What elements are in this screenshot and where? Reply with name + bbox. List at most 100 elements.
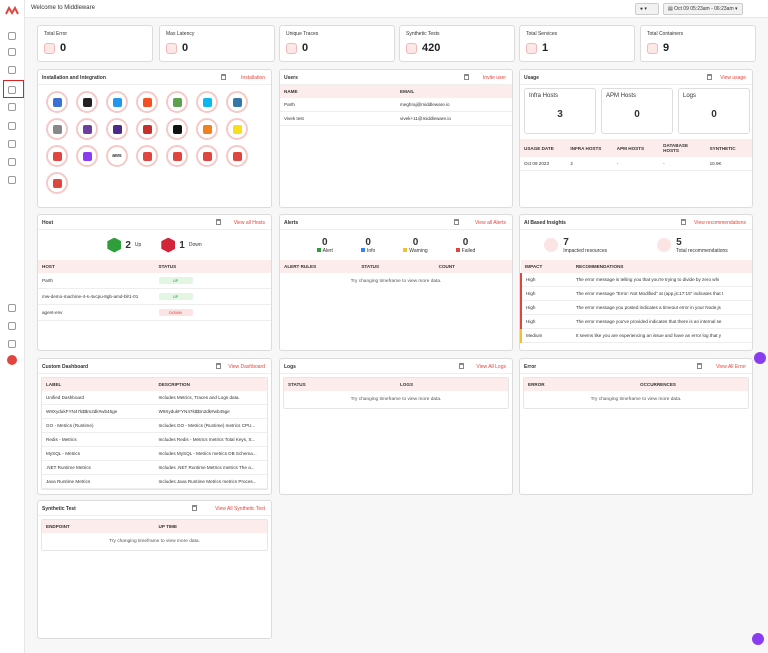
delete-icon[interactable] [707,74,712,80]
stat-value: 420 [422,42,441,54]
data-table: ALERT RULES STATUS COUNT [280,260,512,273]
delete-icon[interactable] [220,74,226,80]
user-avatar[interactable] [7,355,17,365]
nav-icon[interactable] [8,86,16,94]
panel-link[interactable]: Invite user [482,75,506,81]
usage-value: 0 [711,109,717,120]
table-header: ERROR OCCURRENCES [524,378,748,391]
chat-bubble[interactable] [754,352,766,364]
nav-icon[interactable] [8,322,16,330]
nav-icon[interactable] [8,32,16,40]
panel-link[interactable]: View All Logs [476,364,506,370]
integration-icon[interactable] [196,118,218,140]
nav-icon[interactable] [8,66,16,74]
integration-icon[interactable] [136,118,158,140]
nav-icon[interactable] [8,176,16,184]
nav-icon[interactable] [8,340,16,348]
table-row: W9XydukFYN47k$$m2dk#wb45ge W9XydukFYN47k$… [42,404,267,419]
alert-count: 0 [412,236,419,248]
integration-icon[interactable] [46,91,68,113]
table-cell: Oct 09 2023 [520,157,567,171]
table-row: .NET Runtime Metrics Includes .NET Runtim… [42,460,267,475]
nav-icon[interactable] [8,122,16,130]
nav-icon[interactable] [8,48,16,56]
integration-icon[interactable] [46,118,68,140]
alert-label: Info [366,247,376,254]
integration-icon[interactable] [196,145,218,167]
integration-icon[interactable] [166,91,188,113]
panel-link[interactable]: View All Error [716,364,746,370]
integration-icon[interactable]: aws [106,145,128,167]
panel-link[interactable]: Installation [241,75,265,81]
integration-icon[interactable] [76,145,98,167]
logs-panel: Logs View All Logs STATUS LOGS Try changing … [279,358,513,495]
column-header: ALERT RULES [280,260,358,273]
icon-glyph [172,151,182,161]
nav-icon[interactable] [8,140,16,148]
delete-icon[interactable] [215,219,221,225]
delete-icon[interactable] [459,363,465,369]
table-cell: Includes Metrics, Traces and Logs data. [154,391,267,405]
insight-text: 5 Total recommendations [676,237,728,254]
nav-icon[interactable] [8,304,16,312]
usage-box: APM Hosts 0 [601,88,673,134]
insight-icon [657,238,672,252]
data-table: LABEL DESCRIPTION Unified Dashboard Include… [42,378,267,489]
icon-glyph [202,151,212,161]
integration-icon[interactable] [136,145,158,167]
host-summary: 2 Up 1 Down [38,230,271,260]
integration-icon[interactable] [166,145,188,167]
alerts-panel: Alerts View all Alerts 0 Alert 0 Info 0 Warning… [279,214,513,351]
table-wrap: ENDPOINT UP TIME Try changing timeframe to… [41,519,268,551]
date-text: Oct 09 05:23am - 06:23am [674,6,734,12]
panel-title: Usage [524,75,540,81]
panel-link[interactable]: View recommendations [694,220,746,226]
panel-link[interactable]: View all Alerts [474,220,506,226]
delete-icon[interactable] [454,219,459,225]
table-row: High The error message is telling you tha… [520,273,752,287]
delete-icon[interactable] [681,219,686,225]
integration-icon[interactable] [226,145,248,167]
integration-icon[interactable] [76,91,98,113]
icon-glyph [52,178,62,188]
icon-glyph [172,124,182,134]
help-button[interactable]: ● ▾ [635,3,659,15]
delete-icon[interactable] [192,505,198,511]
table-header: IMPACT RECOMMENDATIONS [521,260,752,273]
integration-icon[interactable] [166,118,188,140]
chat-bubble[interactable] [752,633,764,645]
nav-icon[interactable] [8,158,16,166]
panel-link[interactable]: View usage [720,75,746,81]
panel-link[interactable]: View All Synthetic Test [215,506,265,512]
table-cell: mw-demo-machine-4-s-4vcpu-8gb-amd-blr1-0… [38,288,155,305]
table-row: GO - Metrics (Runtime) Includes GO - Metr… [42,418,267,433]
icon-glyph [52,151,62,161]
insight-icon [544,238,559,252]
table-cell: Java Runtime Metrics [42,474,155,489]
host-label: Down [188,242,202,248]
nav-icon[interactable] [8,103,16,111]
integration-icon[interactable] [226,91,248,113]
column-header: NAME [280,85,396,98]
date-range[interactable]: ▤ Oct 09 05:23am - 06:23am ▾ [663,3,743,15]
integration-icon[interactable] [136,91,158,113]
table-row: Redis - Metrics Includes Redis - Metrics … [42,432,267,447]
usage-label: Infra Hosts [529,93,559,99]
icon-glyph [232,124,242,134]
table-cell: Includes MySQL - Metrics metrics DB Sche… [154,446,267,461]
integration-icon[interactable] [76,118,98,140]
integration-icon[interactable] [196,91,218,113]
delete-icon[interactable] [215,363,221,369]
delete-icon[interactable] [696,363,702,369]
integration-icon[interactable] [46,145,68,167]
delete-icon[interactable] [464,74,470,80]
integration-icon[interactable] [226,118,248,140]
column-header: UP TIME [154,520,267,533]
table-row: mw-demo-machine-4-s-4vcpu-8gb-amd-blr1-0… [38,288,271,305]
panel-link[interactable]: View all Hosts [233,220,265,226]
panel-link[interactable]: View Dashboard [228,364,265,370]
integration-icon[interactable] [46,172,68,194]
integration-icon[interactable] [106,118,128,140]
integration-icon[interactable] [106,91,128,113]
alert-count: 0 [365,236,371,248]
